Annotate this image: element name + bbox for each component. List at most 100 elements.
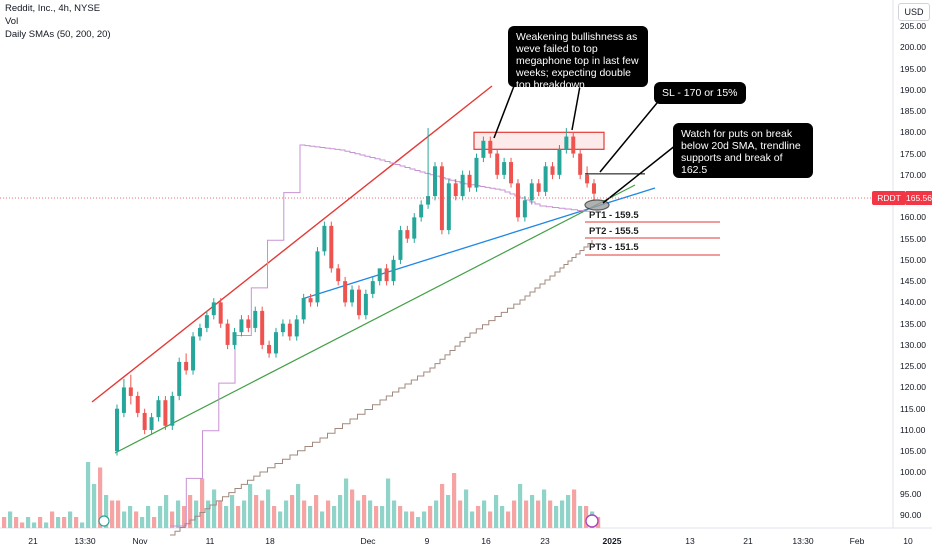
candle-body: [301, 298, 306, 320]
currency-button[interactable]: USD: [898, 3, 930, 21]
candle-body: [433, 166, 437, 197]
candle-body: [142, 412, 147, 430]
candle-body: [350, 289, 355, 303]
candle-body: [377, 268, 382, 282]
candle-body: [356, 289, 361, 316]
volume-bar: [530, 495, 535, 528]
candle-body: [336, 268, 341, 282]
candle-body: [121, 387, 126, 413]
y-tick-label: 190.00: [900, 84, 926, 95]
volume-bar: [38, 517, 43, 528]
volume-bar: [2, 517, 7, 528]
volume-bar: [320, 511, 325, 528]
candle-body: [329, 225, 334, 269]
candle-body: [467, 174, 472, 188]
sma200-line: [170, 240, 593, 536]
x-tick-label: 16: [481, 536, 491, 546]
y-tick-label: 170.00: [900, 169, 926, 180]
volume-bar: [32, 522, 37, 528]
last-price-tag: 165.56: [906, 191, 932, 205]
volume-bar: [458, 500, 463, 528]
y-tick-label: 180.00: [900, 127, 926, 138]
candle-body: [502, 162, 507, 175]
volume-bar: [446, 495, 451, 528]
candle-body: [184, 361, 189, 371]
volume-bar: [566, 495, 571, 528]
x-tick-label: 13:30: [792, 536, 814, 546]
volume-bar: [428, 506, 433, 528]
volume-bar: [158, 506, 163, 528]
resistance-zone: [473, 131, 605, 150]
volume-bar: [44, 522, 49, 528]
candle-body: [419, 204, 424, 218]
volume-bar: [374, 506, 379, 528]
x-tick-label: Feb: [849, 536, 865, 546]
volume-bar: [278, 511, 283, 528]
volume-bar: [200, 478, 205, 528]
candle-body: [177, 361, 182, 396]
y-tick-label: 140.00: [900, 297, 926, 308]
sma20-line: [170, 144, 591, 527]
candle-body: [412, 217, 417, 239]
volume-bar: [338, 495, 343, 528]
volume-bar: [20, 522, 25, 528]
candle-body: [571, 136, 576, 154]
volume-bar: [56, 517, 61, 528]
candle-body: [543, 166, 548, 192]
y-tick-label: 115.00: [900, 403, 926, 414]
volume-bar: [416, 517, 421, 528]
volume-bar: [128, 506, 133, 528]
x-tick-label: 21: [743, 536, 753, 546]
candle-body: [197, 327, 202, 337]
volume-bar: [164, 495, 169, 528]
volume-bar: [560, 500, 565, 528]
megaphone-support-line: [114, 184, 636, 454]
candle-body: [225, 323, 230, 345]
volume-bar: [392, 500, 397, 528]
candle-body: [211, 302, 216, 316]
candle-body: [156, 400, 161, 418]
volume-bar: [398, 506, 403, 528]
volume-bar: [62, 517, 67, 528]
candle-body: [592, 183, 596, 194]
candle-body: [446, 183, 451, 231]
x-tick-label: Nov: [132, 536, 148, 546]
candle-body: [495, 153, 500, 175]
volume-bar: [344, 478, 349, 528]
volume-bar: [452, 473, 457, 528]
candle-body: [115, 408, 119, 452]
symbol-tag: RDDT: [872, 191, 906, 205]
volume-bar: [272, 506, 277, 528]
candle-body: [529, 183, 534, 201]
y-tick-label: 175.00: [900, 148, 926, 159]
y-tick-label: 155.00: [900, 233, 926, 244]
pt3-label: PT3 - 151.5: [589, 242, 639, 253]
chart-title: Reddit, Inc., 4h, NYSE: [5, 3, 101, 14]
volume-bar: [404, 511, 409, 528]
candle-body: [239, 319, 244, 333]
x-tick-label: 10: [903, 536, 913, 546]
pointer-watch: [602, 144, 677, 204]
volume-bar: [230, 495, 235, 528]
volume-bar: [8, 511, 13, 528]
candle-body: [322, 225, 327, 252]
y-tick-label: 105.00: [900, 446, 926, 457]
candle-body: [149, 417, 154, 430]
volume-bar: [362, 495, 367, 528]
candle-body: [460, 174, 465, 197]
x-tick-label: 18: [265, 536, 275, 546]
volume-bar: [104, 495, 109, 528]
candle-body: [522, 200, 527, 218]
volume-bar: [152, 517, 157, 528]
candle-body: [509, 162, 514, 184]
volume-bar: [410, 511, 415, 528]
volume-bar: [440, 484, 445, 528]
volume-bar: [86, 462, 91, 528]
y-tick-label: 160.00: [900, 212, 926, 223]
volume-bar: [236, 506, 241, 528]
candle-body: [391, 259, 396, 282]
volume-bar: [470, 511, 475, 528]
volume-bar: [26, 517, 31, 528]
y-tick-label: 195.00: [900, 63, 926, 74]
